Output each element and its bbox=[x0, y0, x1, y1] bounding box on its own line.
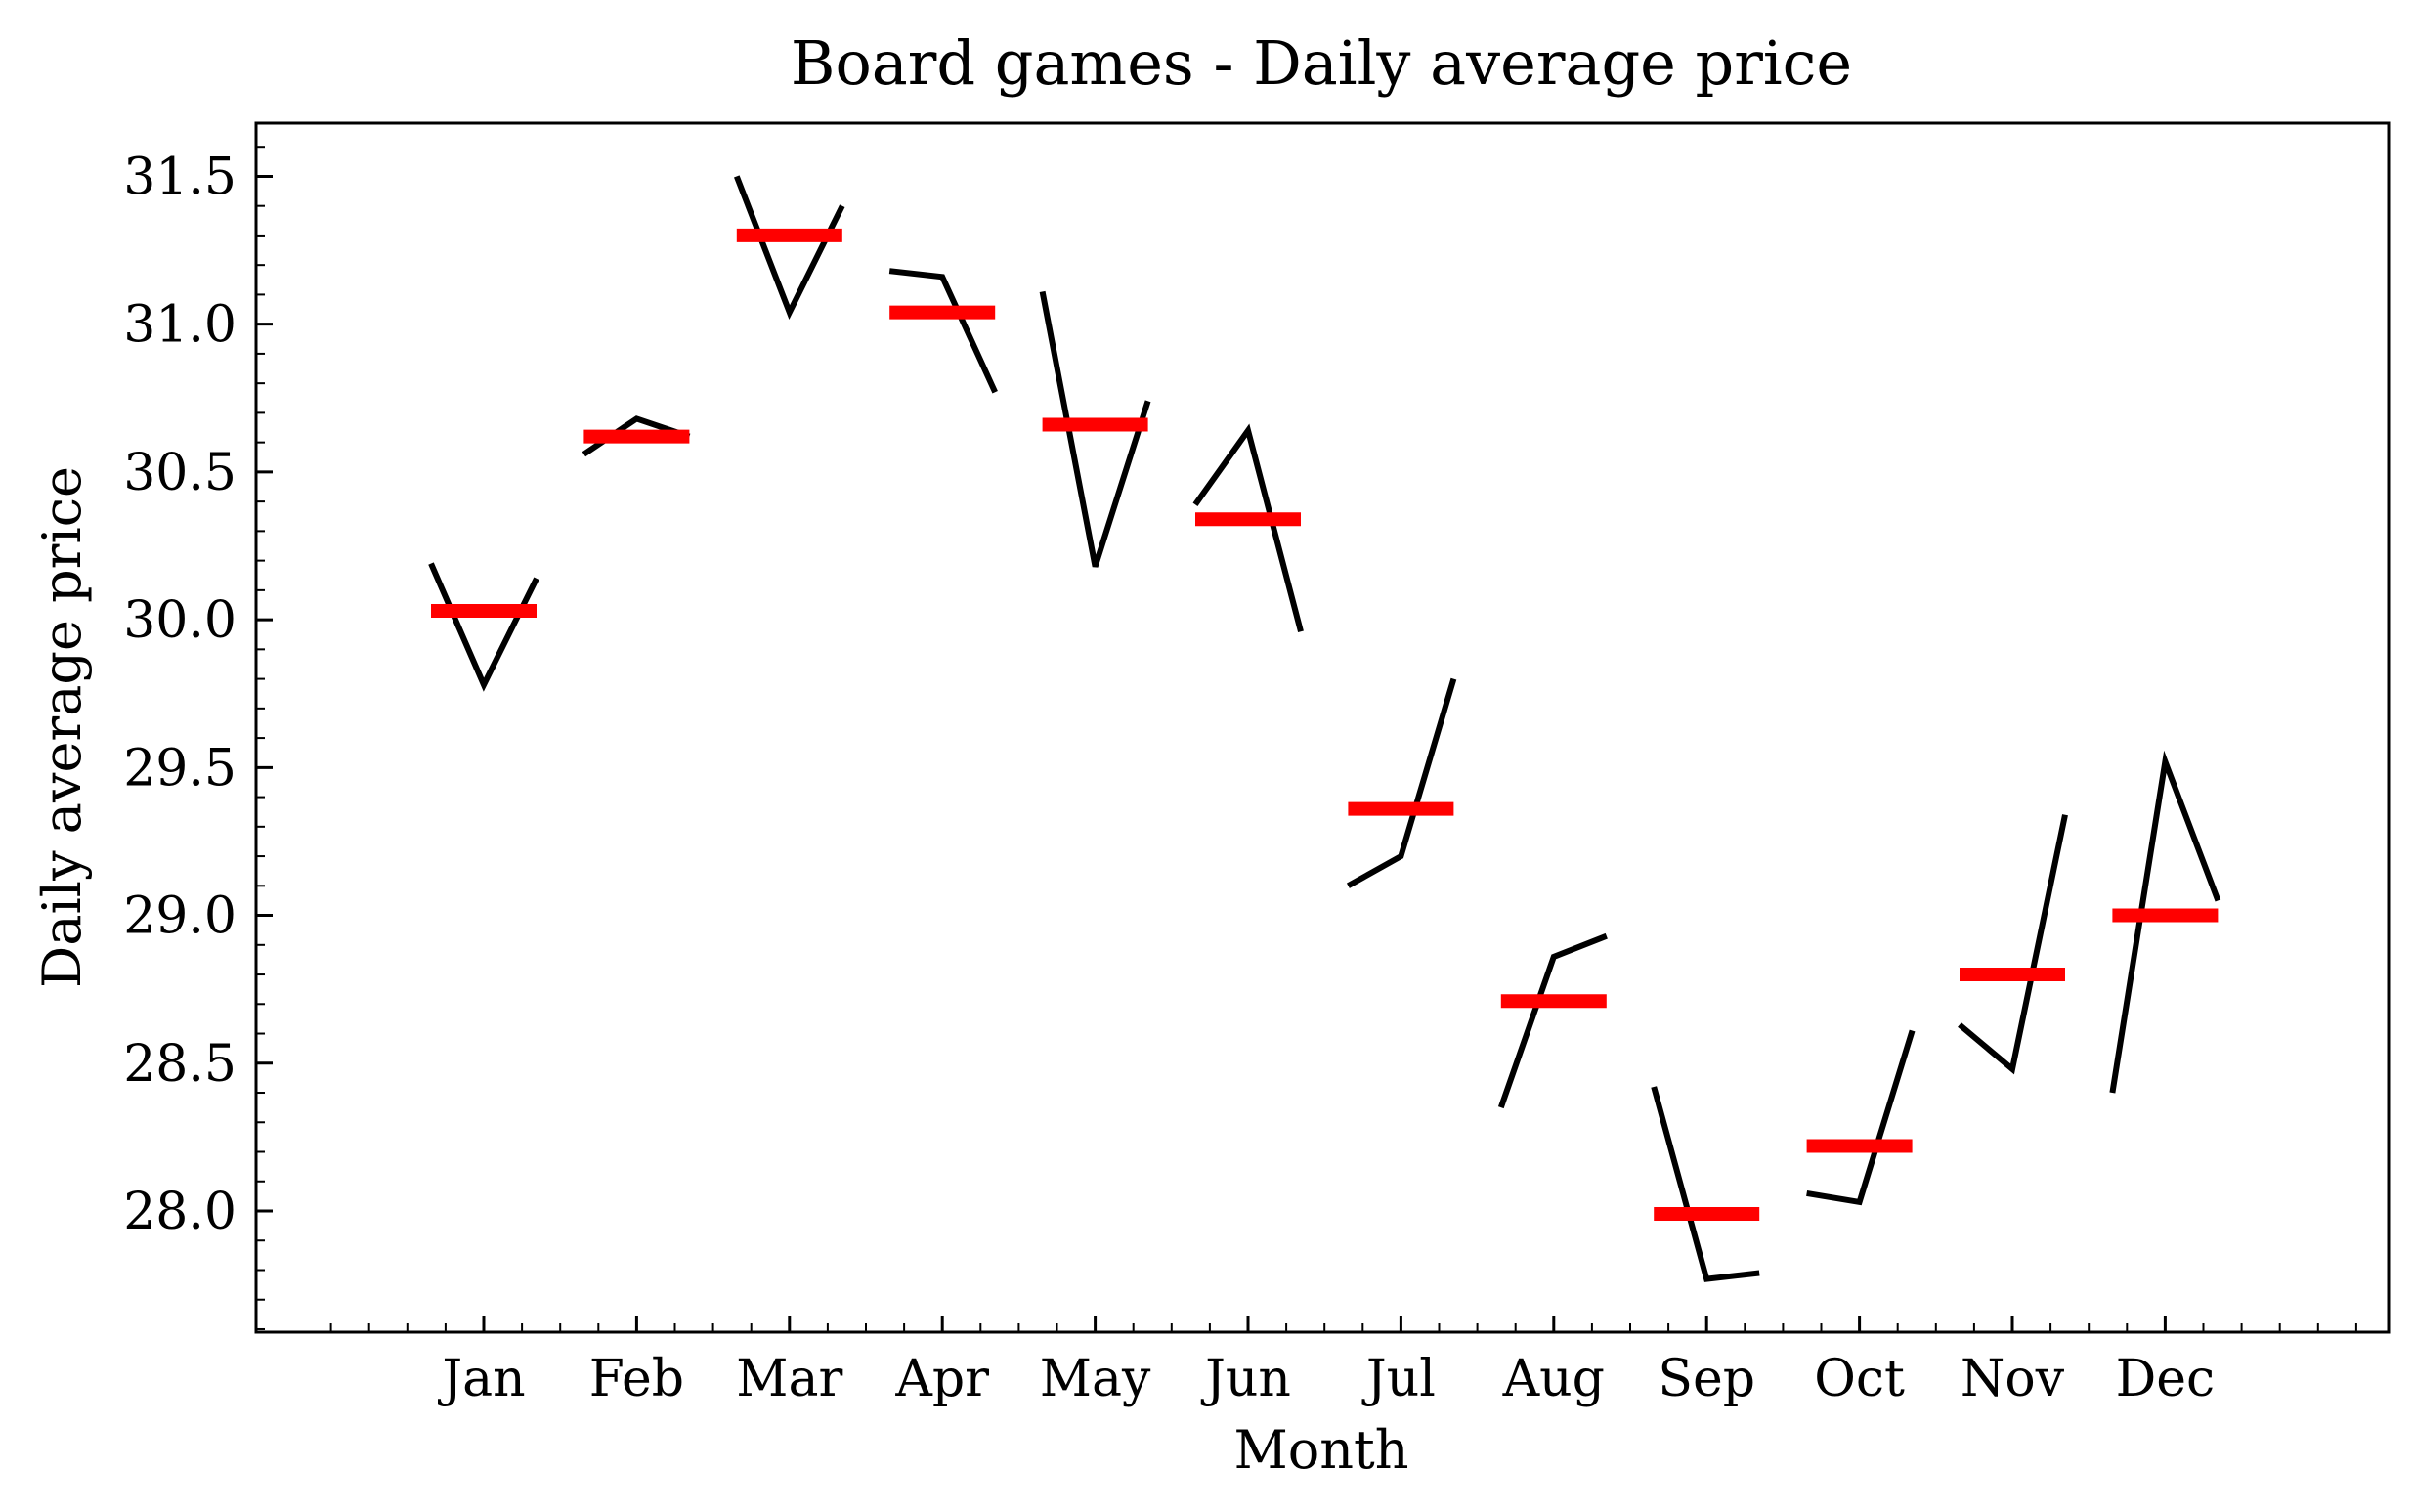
x-axis-label: Month bbox=[1233, 1419, 1408, 1481]
minor-ticks bbox=[256, 146, 2357, 1332]
y-tick-label-1: 28.5 bbox=[123, 1035, 237, 1094]
plot-frame bbox=[254, 121, 2391, 1334]
y-tick-label-7: 31.5 bbox=[123, 148, 237, 206]
line-jun bbox=[1192, 423, 1304, 632]
x-tick-label-9: Oct bbox=[1814, 1350, 1905, 1408]
y-tick-label-6: 31.0 bbox=[123, 296, 237, 355]
line-aug bbox=[1497, 932, 1608, 1109]
x-tick-label-4: May bbox=[1040, 1350, 1151, 1408]
line-may bbox=[1039, 290, 1151, 568]
line-nov bbox=[1958, 814, 2068, 1075]
line-sep bbox=[1651, 1086, 1760, 1282]
x-tick-label-11: Dec bbox=[2116, 1350, 2216, 1408]
x-tick-label-5: Jun bbox=[1200, 1350, 1291, 1408]
line-jul bbox=[1346, 677, 1457, 888]
line-jan bbox=[428, 562, 539, 692]
line-dec bbox=[2109, 750, 2221, 1094]
x-tick-label-7: Aug bbox=[1502, 1350, 1605, 1408]
series-means bbox=[431, 228, 2219, 1222]
y-axis-label: Daily average price bbox=[31, 466, 93, 988]
x-tick-label-6: Jul bbox=[1361, 1350, 1436, 1408]
y-tick-label-4: 30.0 bbox=[123, 591, 237, 650]
line-oct bbox=[1806, 1029, 1916, 1206]
x-tick-label-8: Sep bbox=[1658, 1350, 1755, 1408]
x-tick-label-1: Feb bbox=[589, 1350, 684, 1408]
y-tick-label-3: 29.5 bbox=[123, 739, 237, 798]
y-tick-label-0: 28.0 bbox=[123, 1183, 237, 1241]
line-apr bbox=[888, 268, 998, 394]
x-tick-label-0: Jan bbox=[437, 1350, 525, 1408]
y-axis: 28.0 28.5 29.0 29.5 30.0 30.5 31.0 31.5 bbox=[123, 148, 273, 1241]
plot-area: 28.0 28.5 29.0 29.5 30.0 30.5 31.0 31.5 Jan Feb M… bbox=[123, 121, 2391, 1408]
y-tick-label-2: 29.0 bbox=[123, 887, 237, 946]
series-lines bbox=[428, 175, 2221, 1282]
x-tick-label-10: Nov bbox=[1961, 1350, 2065, 1408]
y-tick-label-5: 30.5 bbox=[123, 444, 237, 502]
chart-title: Board games - Daily average price bbox=[791, 27, 1852, 99]
x-axis: Jan Feb Mar Apr May Jun Jul Aug Sep Oct Nov Dec bbox=[437, 1316, 2215, 1408]
line-mar bbox=[734, 175, 845, 321]
x-tick-label-2: Mar bbox=[736, 1350, 842, 1408]
x-tick-label-3: Apr bbox=[894, 1350, 989, 1408]
